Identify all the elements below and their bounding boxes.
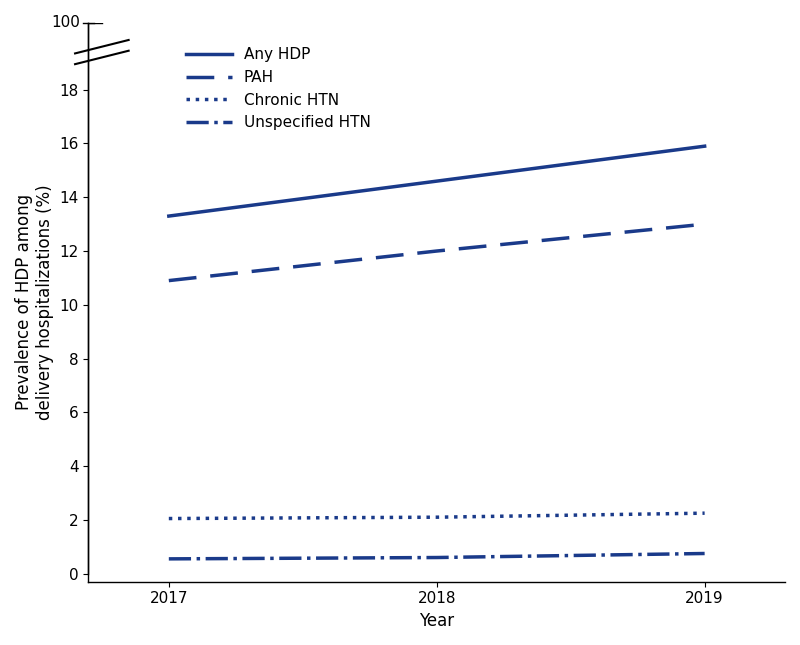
Any HDP (164, 212, 174, 220)
Line: Unspecified HTN: Unspecified HTN (169, 553, 705, 559)
Line: Chronic HTN: Chronic HTN (169, 513, 705, 519)
Y-axis label: Prevalence of HDP among
delivery hospitalizations (%): Prevalence of HDP among delivery hospita… (15, 184, 54, 420)
Legend: Any HDP, PAH, Chronic HTN, Unspecified HTN: Any HDP, PAH, Chronic HTN, Unspecified H… (180, 41, 377, 137)
Unspecified HTN (164, 555, 174, 562)
Chronic HTN (164, 515, 174, 522)
Any HDP (700, 143, 710, 150)
Line: PAH: PAH (169, 224, 705, 281)
PAH (164, 277, 174, 284)
Any HDP (432, 177, 442, 185)
Unspecified HTN (432, 553, 442, 561)
X-axis label: Year: Year (419, 612, 454, 630)
Line: Any HDP: Any HDP (169, 146, 705, 216)
Chronic HTN (700, 510, 710, 517)
PAH (432, 247, 442, 255)
Text: 100: 100 (51, 15, 80, 30)
Unspecified HTN (700, 550, 710, 557)
Chronic HTN (432, 513, 442, 521)
PAH (700, 221, 710, 228)
